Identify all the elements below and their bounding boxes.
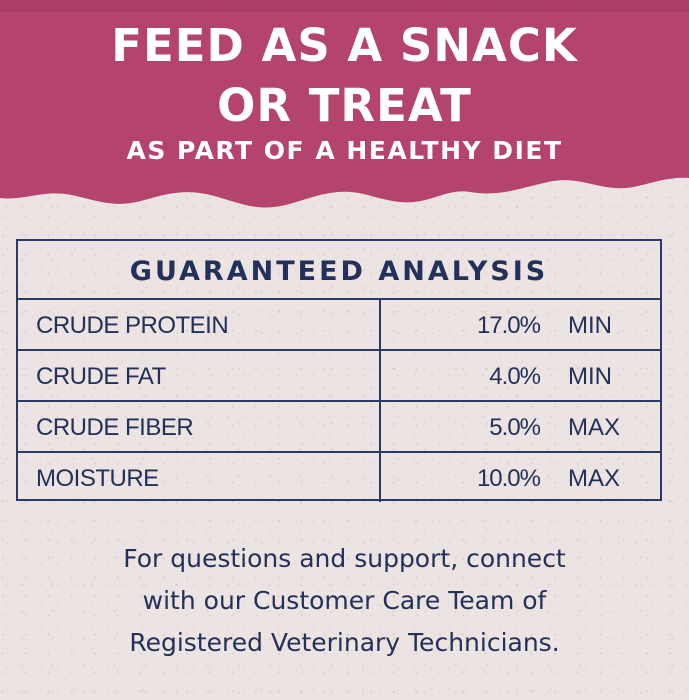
banner-shape (0, 0, 689, 208)
nutrient-qualifier: MIN (568, 312, 612, 339)
nutrient-value-cell: 5.0% MAX (381, 402, 660, 451)
nutrient-name: CRUDE FAT (18, 351, 381, 400)
nutrient-value: 4.0% (489, 363, 541, 390)
banner-subheadline: AS PART OF A HEALTHY DIET (126, 136, 563, 165)
guaranteed-analysis-table: GUARANTEED ANALYSIS CRUDE PROTEIN 17.0% … (16, 239, 662, 502)
nutrient-qualifier: MIN (568, 363, 612, 390)
nutrient-value: 17.0% (476, 312, 541, 339)
support-line-3: Registered Veterinary Technicians. (129, 628, 560, 657)
support-message: For questions and support, connect with … (0, 538, 689, 664)
nutrient-qualifier: MAX (568, 414, 621, 441)
table-row: CRUDE FAT 4.0% MIN (18, 351, 660, 402)
nutrient-qualifier: MAX (568, 465, 621, 492)
feeding-banner: FEED AS A SNACK OR TREAT AS PART OF A HE… (0, 0, 689, 215)
nutrient-value-cell: 10.0% MAX (381, 453, 660, 502)
banner-headline-line2: OR TREAT (217, 79, 472, 132)
support-line-2: with our Customer Care Team of (142, 586, 547, 615)
nutrient-value-cell: 17.0% MIN (381, 300, 660, 349)
banner-headline-line1: FEED AS A SNACK (111, 19, 578, 72)
nutrient-value: 10.0% (476, 465, 541, 492)
table-row: CRUDE PROTEIN 17.0% MIN (18, 300, 660, 351)
table-row: MOISTURE 10.0% MAX (18, 453, 660, 502)
nutrient-value: 5.0% (489, 414, 541, 441)
nutrient-name: MOISTURE (18, 453, 381, 502)
table-row: CRUDE FIBER 5.0% MAX (18, 402, 660, 453)
nutrient-name: CRUDE PROTEIN (18, 300, 381, 349)
support-line-1: For questions and support, connect (123, 544, 566, 573)
nutrient-value-cell: 4.0% MIN (381, 351, 660, 400)
nutrient-name: CRUDE FIBER (18, 402, 381, 451)
analysis-title: GUARANTEED ANALYSIS (18, 241, 660, 300)
